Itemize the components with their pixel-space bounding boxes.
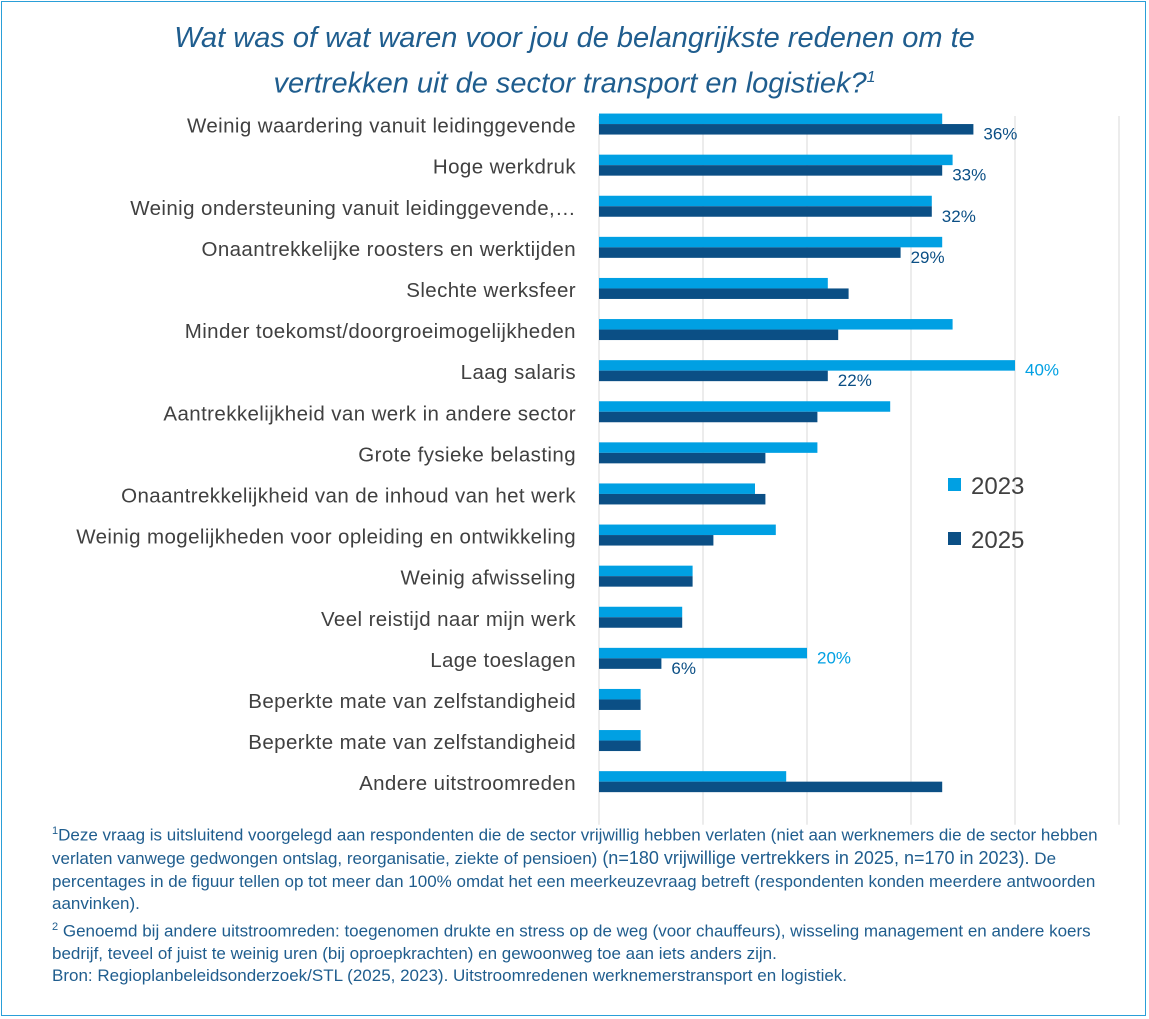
footnote-2: 2 Genoemd bij andere uitstroomreden: toe…	[52, 916, 1122, 966]
bar-2023	[599, 483, 755, 494]
data-label-2025: 29%	[911, 248, 945, 267]
data-label-2025: 33%	[952, 166, 986, 185]
category-label: Weinig afwisseling	[401, 567, 576, 590]
bar-2025	[599, 781, 943, 793]
bar-2025	[599, 411, 818, 423]
chart-title-footnote-mark: 1	[866, 69, 876, 86]
bar-2023	[599, 524, 776, 536]
chart-title-line-2-text: vertrekken uit de sector transport en lo…	[273, 67, 867, 100]
footnote-1-text-b: (n=180 vrijwillige vertrekkers in 2025, …	[597, 848, 1030, 869]
category-label: Slechte werksfeer	[406, 279, 576, 302]
category-label: Andere uitstroomreden	[359, 772, 576, 795]
data-label-2025: 6%	[671, 659, 696, 678]
bar-2023	[599, 565, 693, 577]
legend-swatch-2023	[948, 478, 961, 491]
bar-2023	[599, 236, 943, 248]
footnotes: 1Deze vraag is uitsluitend voorgelegd aa…	[52, 820, 1122, 988]
category-label: Lage toeslagen	[430, 649, 576, 672]
category-label: Weinig ondersteuning vanuit leidinggeven…	[130, 197, 576, 220]
bar-2025	[599, 617, 683, 628]
bar-2025	[599, 493, 766, 505]
footnote-2-text: Genoemd bij andere uitstroomreden: toege…	[52, 921, 1091, 963]
bar-2023	[599, 730, 641, 741]
category-label: Beperkte mate van zelfstandigheid	[248, 690, 576, 713]
bar-2025	[599, 165, 943, 176]
bar-2023	[599, 442, 818, 453]
footnote-1: 1Deze vraag is uitsluitend voorgelegd aa…	[52, 820, 1122, 916]
bar-2023	[599, 277, 828, 289]
footnote-1-text-c: De percentages in de figuur tellen op to…	[52, 849, 1096, 914]
bar-2023	[599, 319, 953, 330]
bar-2025	[599, 740, 641, 752]
category-label: Laag salaris	[461, 361, 576, 384]
bar-2025	[599, 576, 693, 587]
footnote-1-mark: 1	[52, 825, 59, 837]
bar-2023	[599, 606, 683, 618]
data-label-2025: 36%	[983, 125, 1017, 144]
bar-2025	[599, 329, 839, 341]
category-label: Aantrekkelijkheid van werk in andere sec…	[163, 402, 576, 425]
data-label-2025: 32%	[942, 207, 976, 226]
legend-swatch-2025	[948, 532, 961, 545]
footnote-2-mark: 2	[52, 920, 59, 933]
bar-2025	[599, 247, 901, 258]
bar-2025	[599, 699, 641, 710]
source-note: Bron: Regioplanbeleidsonderzoek/STL (202…	[52, 966, 848, 986]
bar-2025	[599, 535, 714, 546]
bar-2025	[599, 370, 828, 382]
bar-2023	[599, 195, 932, 207]
bar-2025	[599, 658, 662, 669]
bar-2025	[599, 124, 974, 135]
chart-title-line-1: Wat was of wat waren voor jou de belangr…	[174, 22, 975, 54]
bar-2023	[599, 401, 891, 412]
category-label: Veel reistijd naar mijn werk	[321, 608, 576, 631]
bar-2025	[599, 206, 932, 217]
footnote-1-text-a: Deze vraag is uitsluitend voorgelegd aan…	[52, 825, 1098, 869]
bar-2023	[599, 688, 641, 700]
bar-2025	[599, 288, 849, 299]
legend-label-2023: 2023	[971, 473, 1024, 500]
category-label: Hoge werkdruk	[433, 156, 576, 179]
category-label: Weinig waardering vanuit leidinggevende	[187, 115, 576, 138]
bar-2023	[599, 771, 787, 782]
data-label-2023: 20%	[817, 648, 851, 667]
chart-title-line-2: vertrekken uit de sector transport en lo…	[0, 58, 1149, 104]
bar-2025	[599, 452, 766, 464]
bar-2023	[599, 154, 953, 166]
data-label-2023: 40%	[1025, 361, 1059, 380]
data-label-2025: 22%	[838, 371, 872, 390]
chart-title: Wat was of wat waren voor jou de belangr…	[0, 18, 1149, 104]
bar-2023	[599, 647, 807, 659]
bar-2023	[599, 113, 943, 125]
category-label: Weinig mogelijkheden voor opleiding en o…	[76, 526, 576, 549]
category-label: Grote fysieke belasting	[358, 443, 576, 466]
category-label: Beperkte mate van zelfstandigheid	[248, 731, 576, 754]
category-label: Minder toekomst/doorgroeimogelijkheden	[185, 320, 576, 343]
category-label: Onaantrekkelijke roosters en werktijden	[201, 238, 576, 261]
legend-label-2025: 2025	[971, 527, 1024, 554]
category-label: Onaantrekkelijkheid van de inhoud van he…	[121, 484, 576, 507]
bar-2023	[599, 360, 1015, 371]
